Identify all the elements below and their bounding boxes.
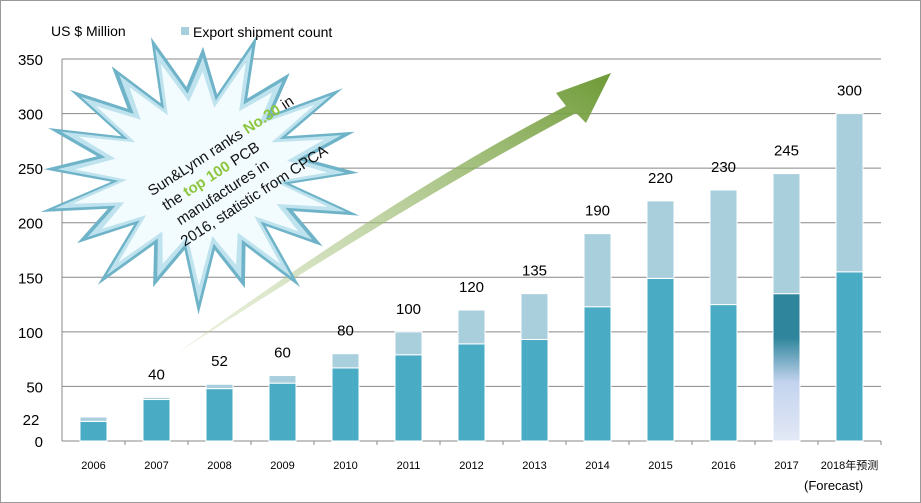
total-label: 230 [711, 159, 736, 176]
bar-segment-2016 [709, 304, 738, 442]
bar-segment-2017 [772, 173, 801, 295]
y-tick-label: 0 [35, 434, 43, 451]
bar-segment-2009 [268, 382, 297, 442]
bar-segment-2010 [331, 353, 360, 369]
total-label: 220 [648, 170, 673, 187]
growth-arrow [176, 73, 611, 354]
bar-segment-2017 [772, 293, 801, 442]
x-tick-label: 2008 [207, 460, 231, 472]
total-label: 22 [23, 412, 40, 429]
bar-segment-2014 [583, 233, 612, 308]
y-tick-label: 250 [18, 161, 43, 178]
y-tick-label: 100 [18, 325, 43, 342]
total-label: 300 [837, 83, 862, 100]
starburst-callout: Sun&Lynn ranks No.30 in the top 100 PCB … [40, 35, 360, 315]
bar-segment-2013 [520, 293, 549, 340]
bar-segment-2011 [394, 331, 423, 356]
bar-segment-2007 [142, 399, 171, 442]
bar-segment-2018年预测 [835, 113, 864, 273]
total-label: 80 [337, 323, 354, 340]
bar-segment-2009 [268, 375, 297, 384]
bar-segment-2007 [142, 396, 171, 401]
y-tick-label: 150 [18, 270, 43, 287]
x-tick-label: 2014 [585, 460, 609, 472]
y-tick-label: 300 [18, 107, 43, 124]
bar-segment-2014 [583, 306, 612, 442]
x-tick-label: 2011 [397, 460, 421, 472]
bar-segment-2006 [79, 420, 108, 442]
x-tick-label: 2015 [648, 460, 672, 472]
y-tick-label: 350 [18, 52, 43, 69]
bar-segment-2018年预测 [835, 271, 864, 442]
total-label: 40 [148, 366, 165, 383]
x-tick-label: 2018年预测 [821, 458, 878, 472]
total-label: 135 [522, 263, 547, 280]
total-label: 245 [774, 143, 799, 160]
bar-segment-2016 [709, 189, 738, 306]
x-tick-label: 2016 [711, 460, 735, 472]
total-label: 120 [459, 279, 484, 296]
bar-segment-2013 [520, 338, 549, 442]
y-tick-label: 50 [26, 379, 43, 396]
bar-segment-2008 [205, 383, 234, 390]
x-tick-label: 2009 [270, 460, 294, 472]
forecast-note: (Forecast) [804, 478, 863, 493]
y-axis-label: US $ Million [51, 23, 126, 39]
bar-segment-2012 [457, 343, 486, 442]
callout-text: in [275, 93, 298, 116]
x-tick-label: 2007 [144, 460, 168, 472]
bar-segment-2015 [646, 200, 675, 279]
bar-segment-2008 [205, 388, 234, 442]
legend-swatch [181, 27, 189, 35]
bar-segment-2015 [646, 277, 675, 442]
bar-segment-2010 [331, 367, 360, 442]
total-label: 190 [585, 203, 610, 220]
total-label: 52 [211, 353, 228, 370]
y-tick-label: 200 [18, 216, 43, 233]
bar-segment-2012 [457, 309, 486, 345]
legend-label[interactable]: Export shipment count [193, 24, 332, 40]
x-tick-label: 2006 [81, 460, 105, 472]
x-tick-label: 2017 [774, 460, 798, 472]
bar-segment-2011 [394, 354, 423, 442]
total-label: 100 [396, 301, 421, 318]
total-label: 60 [274, 345, 291, 362]
bar-segment-2006 [79, 416, 108, 422]
x-tick-label: 2013 [522, 460, 546, 472]
x-tick-label: 2010 [333, 460, 357, 472]
x-tick-label: 2012 [459, 460, 483, 472]
